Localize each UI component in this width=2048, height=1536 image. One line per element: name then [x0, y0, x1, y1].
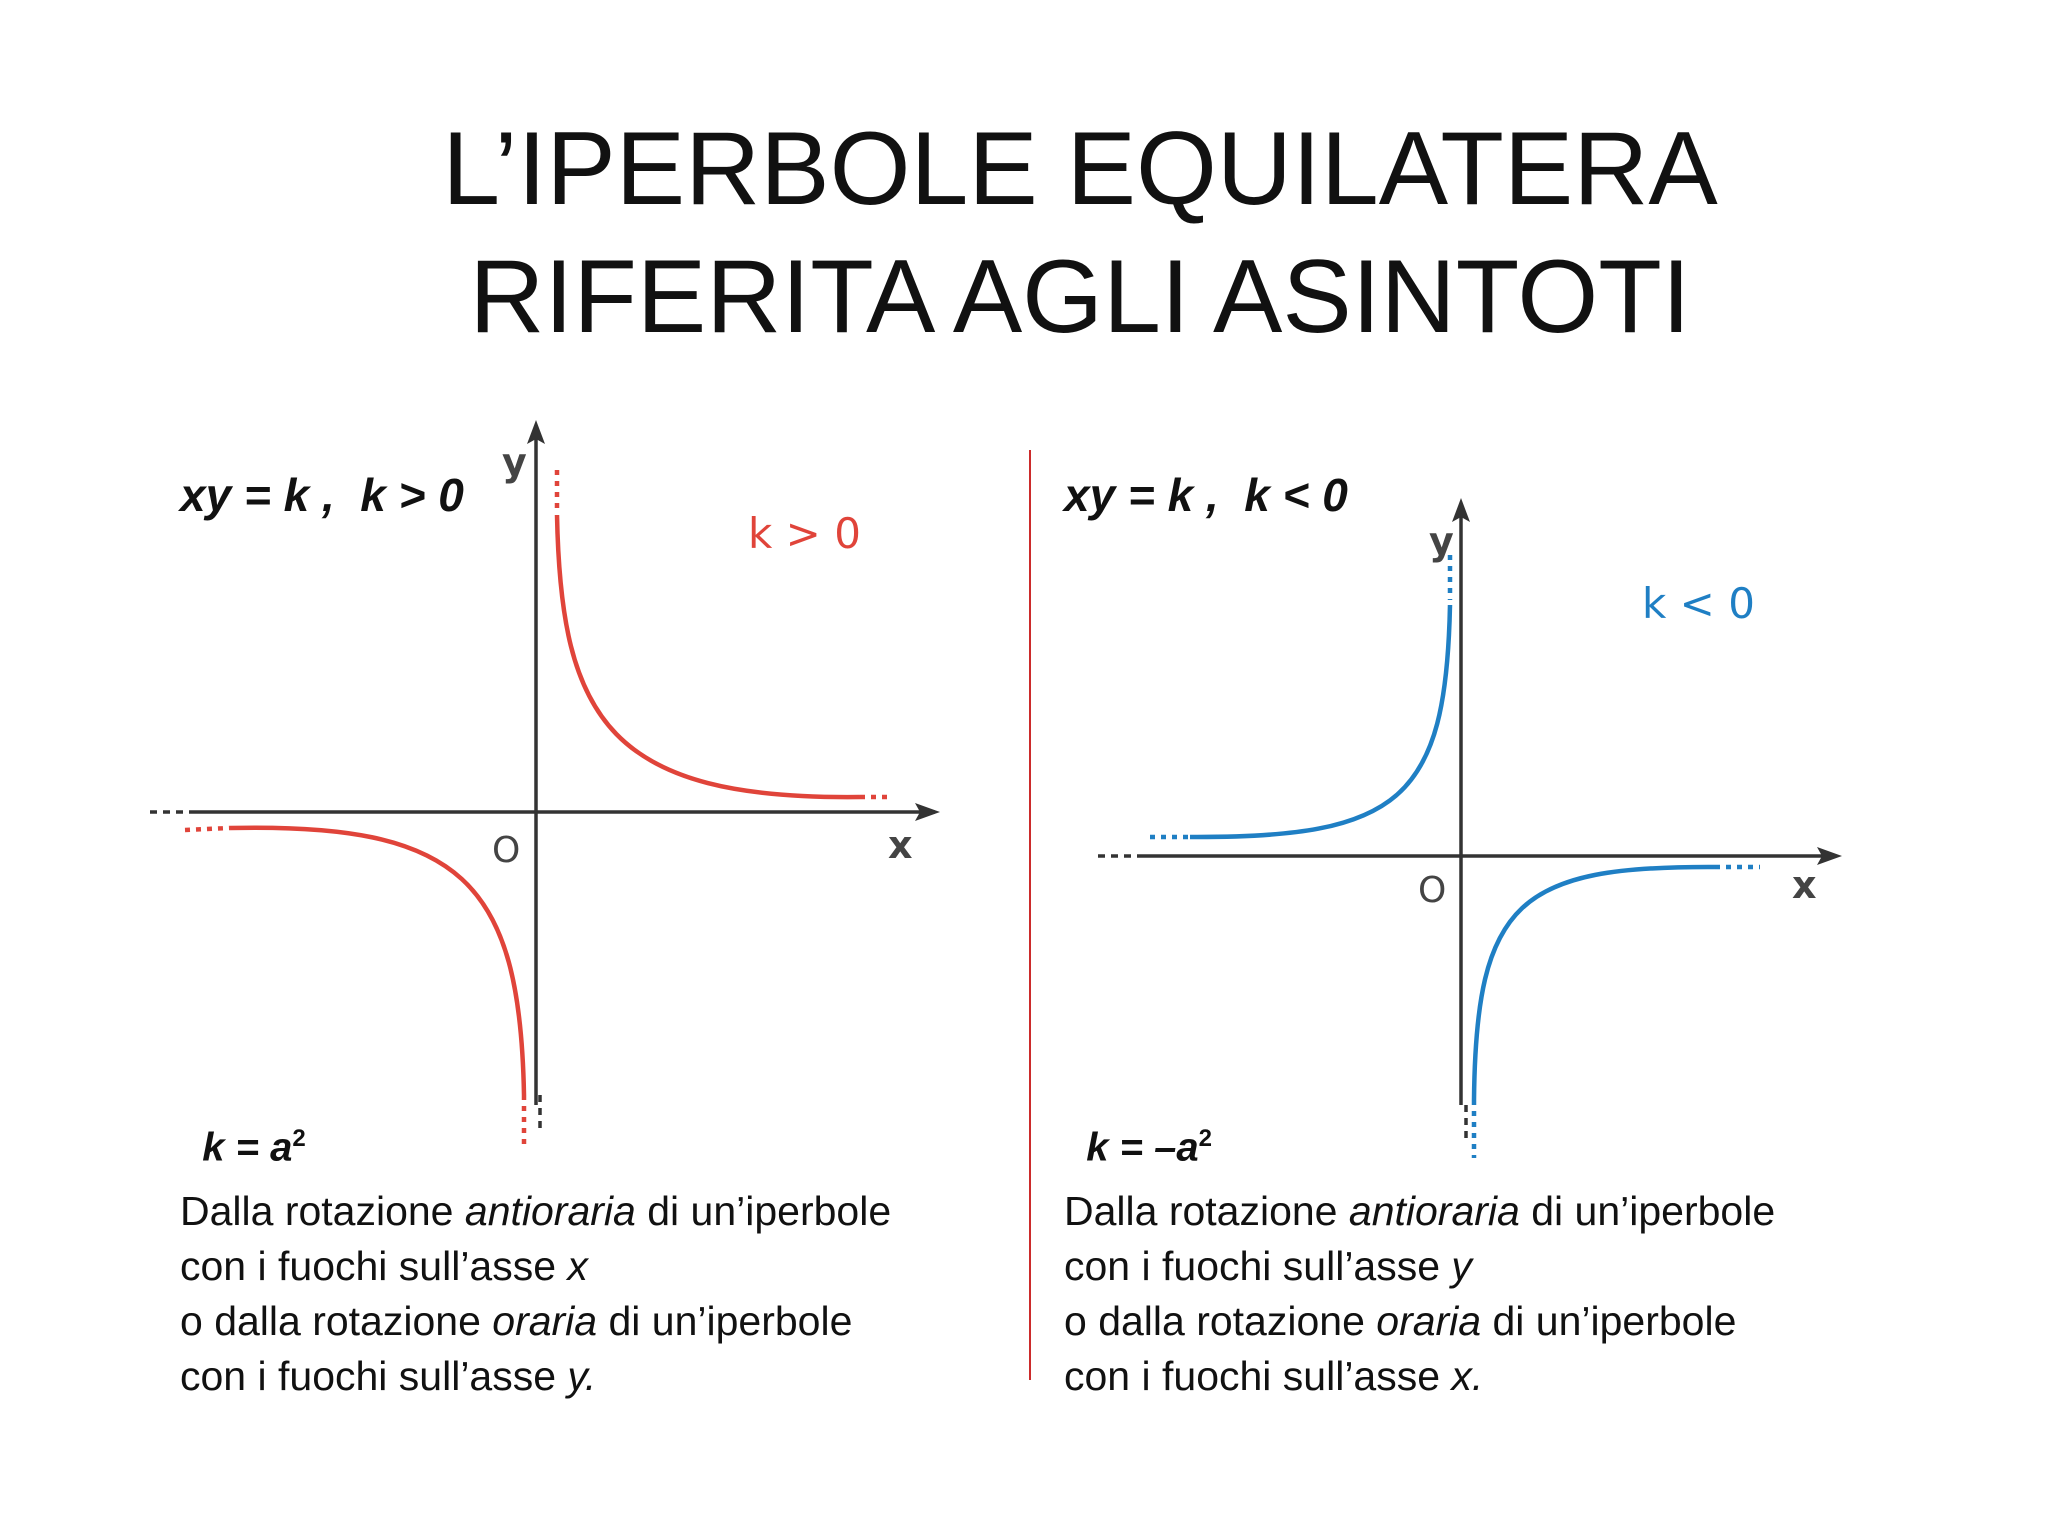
- right-graph: y x O k < 0: [1098, 498, 1842, 1158]
- left-desc-l2b: x: [567, 1243, 588, 1289]
- left-desc-line-4: con i fuochi sull’asse y.: [180, 1349, 1040, 1404]
- right-desc-l4b: x.: [1451, 1353, 1484, 1399]
- right-desc-l3a: o dalla rotazione: [1064, 1298, 1377, 1344]
- title-line-1: L’IPERBOLE EQUILATERA: [442, 111, 1718, 227]
- right-desc-line-1: Dalla rotazione antioraria di un’iperbol…: [1064, 1184, 1924, 1239]
- left-k-exponent: 2: [292, 1125, 306, 1152]
- left-desc-line-2: con i fuochi sull’asse x: [180, 1239, 1040, 1294]
- column-divider: [1029, 450, 1031, 1380]
- right-origin-label: O: [1418, 870, 1446, 911]
- left-equation: xy = k , k > 0: [180, 469, 464, 521]
- right-equation: xy = k , k < 0: [1064, 469, 1348, 521]
- left-desc-l3b: oraria: [492, 1298, 598, 1344]
- right-desc-l3b: oraria: [1376, 1298, 1482, 1344]
- right-desc-line-2: con i fuochi sull’asse y: [1064, 1239, 1924, 1294]
- left-k-definition: k = a2: [180, 1080, 306, 1170]
- left-curve-q3: [229, 825, 527, 1096]
- left-description: Dalla rotazione antioraria di un’iperbol…: [180, 1184, 1040, 1404]
- right-desc-l2a: con i fuochi sull’asse: [1064, 1243, 1452, 1289]
- right-desc-line-3: o dalla rotazione oraria di un’iperbole: [1064, 1294, 1924, 1349]
- left-y-axis-label: y: [502, 440, 527, 484]
- left-graph: y x O k > 0: [150, 420, 940, 1145]
- right-k-exponent: 2: [1198, 1125, 1212, 1152]
- left-desc-line-3: o dalla rotazione oraria di un’iperbole: [180, 1294, 1040, 1349]
- left-desc-l1c: di un’iperbole: [635, 1188, 892, 1234]
- right-desc-l1b: antioraria: [1348, 1188, 1520, 1234]
- left-curve-q1: [554, 514, 861, 800]
- left-desc-l3c: di un’iperbole: [597, 1298, 853, 1344]
- right-desc-l4a: con i fuochi sull’asse: [1064, 1353, 1452, 1399]
- right-x-axis-arrow: [1817, 847, 1842, 865]
- left-desc-l1a: Dalla rotazione: [180, 1188, 465, 1234]
- page-title: L’IPERBOLE EQUILATERA RIFERITA AGLI ASIN…: [300, 105, 1860, 361]
- left-desc-l1b: antioraria: [464, 1188, 636, 1234]
- right-k-definition: k = –a2: [1064, 1080, 1212, 1170]
- right-k-text: k = –a: [1086, 1125, 1199, 1170]
- left-x-axis-arrow: [915, 803, 940, 821]
- right-description: Dalla rotazione antioraria di un’iperbol…: [1064, 1184, 1924, 1404]
- right-curve-q2: [1189, 604, 1453, 840]
- left-curve-q3-dash-left: [184, 825, 231, 833]
- left-desc-l4b: y.: [567, 1353, 597, 1399]
- left-desc-l4a: con i fuochi sull’asse: [180, 1353, 568, 1399]
- right-desc-l1a: Dalla rotazione: [1064, 1188, 1349, 1234]
- left-desc-line-1: Dalla rotazione antioraria di un’iperbol…: [180, 1184, 1040, 1239]
- left-y-axis-arrow: [527, 420, 545, 444]
- left-desc-l3a: o dalla rotazione: [180, 1298, 493, 1344]
- right-desc-l2b: y: [1451, 1243, 1472, 1289]
- right-desc-line-4: con i fuochi sull’asse x.: [1064, 1349, 1924, 1404]
- left-origin-label: O: [492, 830, 520, 871]
- left-curve-label: k > 0: [748, 509, 861, 558]
- right-y-axis-arrow: [1452, 498, 1470, 522]
- right-curve-q4: [1471, 864, 1716, 1101]
- right-desc-l3c: di un’iperbole: [1481, 1298, 1737, 1344]
- left-k-text: k = a: [202, 1125, 293, 1170]
- right-curve-label: k < 0: [1642, 579, 1755, 628]
- left-x-axis-label: x: [888, 823, 913, 867]
- left-desc-l2a: con i fuochi sull’asse: [180, 1243, 568, 1289]
- right-desc-l1c: di un’iperbole: [1519, 1188, 1776, 1234]
- title-line-2: RIFERITA AGLI ASINTOTI: [469, 239, 1691, 355]
- right-x-axis-label: x: [1792, 863, 1817, 907]
